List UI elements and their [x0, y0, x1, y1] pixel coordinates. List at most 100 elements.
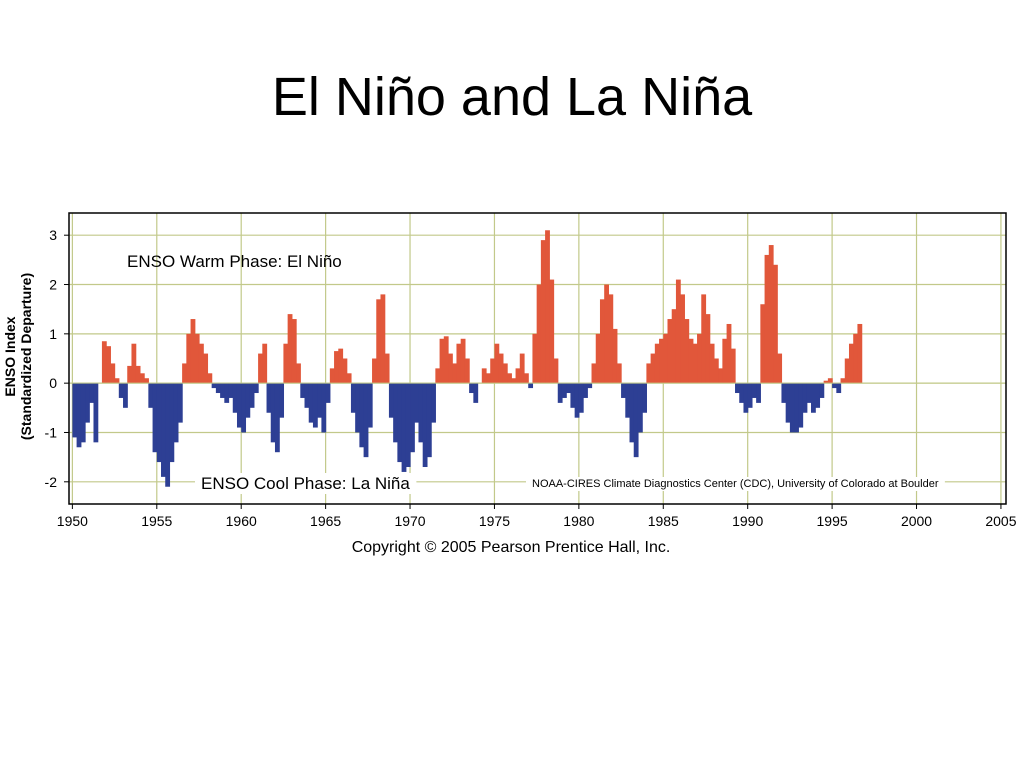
y-tick-label: 0	[49, 375, 57, 391]
warm-bar	[709, 343, 715, 384]
cool-bar	[832, 383, 837, 389]
cool-bar	[756, 383, 761, 403]
cool-bar	[173, 383, 179, 443]
cool-bar	[806, 383, 812, 403]
warm-bar	[258, 353, 263, 384]
warm-bar	[654, 343, 660, 384]
cool-bar	[751, 383, 757, 398]
x-tick-label: 2005	[985, 513, 1016, 529]
cool-bar	[633, 383, 639, 458]
warm-bar	[448, 353, 453, 384]
warm-bar	[287, 314, 293, 384]
cool-bar	[811, 383, 816, 413]
warm-bar	[722, 338, 728, 384]
warm-bar	[262, 343, 268, 384]
cool-bar	[401, 383, 407, 472]
cool-bar	[794, 383, 799, 433]
cool-bar	[89, 383, 95, 403]
cool-bar	[321, 383, 327, 433]
cool-bar	[621, 383, 626, 398]
warm-bar	[114, 378, 120, 384]
warm-bar	[671, 309, 677, 384]
warm-bar	[523, 373, 529, 384]
warm-bar	[773, 264, 778, 384]
plot-frame	[68, 212, 1007, 505]
cool-bar	[224, 383, 230, 403]
warm-bar	[532, 333, 538, 384]
warm-bar	[612, 328, 618, 384]
warm-bar	[646, 363, 652, 384]
warm-bar	[777, 353, 783, 384]
warm-bar	[519, 353, 525, 384]
y-tick-label: 1	[49, 326, 57, 342]
warm-bar	[591, 363, 597, 384]
warm-bar	[384, 353, 390, 384]
y-tick-label: 2	[49, 277, 57, 293]
warm-bar	[697, 333, 702, 384]
warm-bar	[494, 343, 500, 384]
warm-bar	[439, 338, 445, 384]
cool-bar	[169, 383, 175, 463]
cool-bar	[228, 383, 234, 398]
warm-bar	[663, 333, 669, 384]
x-tick-label: 1975	[479, 513, 510, 529]
cool-bar	[405, 383, 411, 468]
x-tick-label: 1960	[226, 513, 257, 529]
cool-bar	[397, 383, 403, 463]
warm-bar	[760, 304, 766, 384]
cool-bar	[363, 383, 369, 458]
warm-bar	[680, 294, 685, 384]
cool-bar	[249, 383, 255, 408]
warm-bar	[511, 378, 517, 384]
warm-bar	[688, 338, 694, 384]
warm-bar	[667, 319, 673, 384]
cool-bar	[253, 383, 259, 394]
cool-bar	[367, 383, 373, 428]
cool-bar	[578, 383, 584, 413]
warm-phase-label: ENSO Warm Phase: El Niño	[127, 252, 342, 271]
warm-bar	[608, 294, 614, 384]
cool-bar	[528, 383, 534, 389]
x-tick-label: 1995	[817, 513, 848, 529]
x-tick-label: 1980	[563, 513, 594, 529]
warm-bar	[481, 368, 487, 384]
warm-bar	[515, 368, 521, 384]
cool-bar	[561, 383, 567, 398]
cool-bar	[152, 383, 158, 453]
warm-bar	[604, 284, 610, 384]
cool-bar	[359, 383, 365, 448]
cool-bar	[123, 383, 128, 408]
cool-bar	[583, 383, 588, 398]
cool-bar	[735, 383, 740, 394]
cool-bar	[781, 383, 787, 403]
warm-bar	[190, 319, 196, 384]
warm-bar	[705, 314, 711, 384]
warm-bar	[135, 365, 141, 384]
x-tick-label: 1985	[648, 513, 679, 529]
warm-bar	[460, 338, 466, 384]
cool-bar	[629, 383, 635, 443]
cool-bar	[815, 383, 821, 408]
warm-bar	[545, 230, 550, 384]
cool-bar	[393, 383, 398, 443]
cool-bar	[570, 383, 576, 408]
cool-bar	[414, 383, 420, 423]
cool-bar	[80, 383, 86, 443]
warm-bar	[595, 333, 601, 384]
y-axis-label: ENSO Index (Standardized Departure)	[2, 273, 34, 440]
warm-bar	[101, 341, 107, 384]
cool-bar	[587, 383, 593, 389]
warm-bar	[675, 279, 681, 384]
cool-bar	[350, 383, 356, 413]
x-tick-label: 1990	[732, 513, 763, 529]
y-axis-subtitle: (Standardized Departure)	[18, 273, 34, 440]
cool-bar	[325, 383, 331, 403]
cool-bar	[156, 383, 162, 463]
warm-bar	[207, 373, 213, 384]
warm-bar	[456, 343, 462, 384]
warm-bar	[182, 363, 187, 384]
warm-bar	[540, 240, 546, 384]
y-tick-label: -2	[45, 474, 58, 490]
cool-bar	[566, 383, 572, 394]
warm-bar	[380, 294, 386, 384]
